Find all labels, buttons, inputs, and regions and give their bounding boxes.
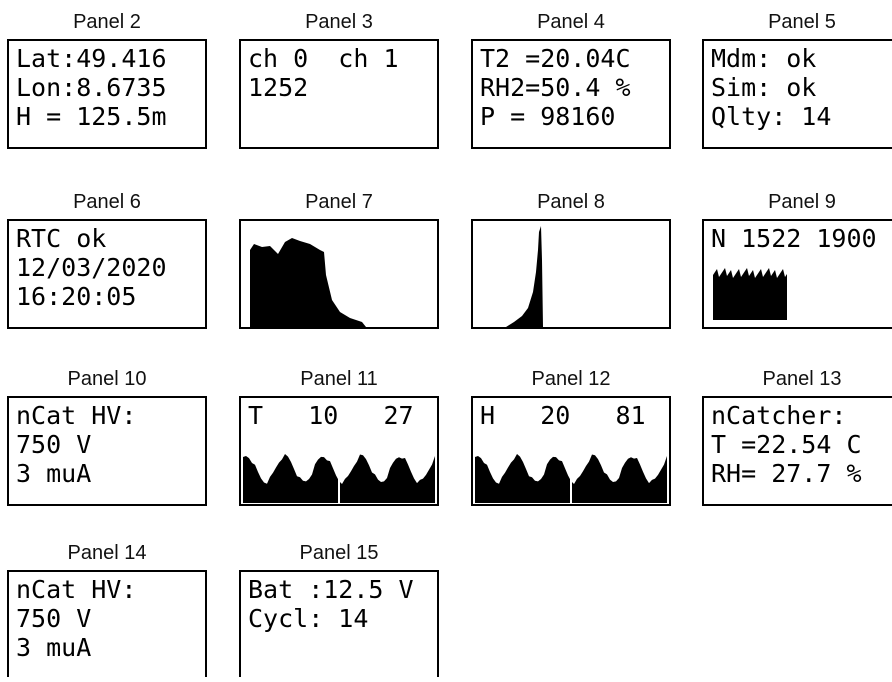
panel-title: Panel 3 xyxy=(305,11,373,33)
panel: Panel 13 nCatcher:T =22.54 CRH= 27.7 % xyxy=(702,368,892,506)
panel-title: Panel 14 xyxy=(68,542,147,564)
lcd-line: nCatcher: xyxy=(711,401,846,430)
lcd-line: nCat HV: xyxy=(16,401,136,430)
panel-title: Panel 10 xyxy=(68,368,147,390)
plot-shape xyxy=(506,226,543,327)
lcd-frame xyxy=(702,396,892,506)
lcd-line: RH2=50.4 % xyxy=(480,73,631,102)
panel: Panel 14 nCat HV:750 V3 muA xyxy=(7,542,207,680)
panel-title: Panel 15 xyxy=(300,542,379,564)
lcd-line: P = 98160 xyxy=(480,102,615,131)
lcd-line: 16:20:05 xyxy=(16,282,136,311)
lcd-line: H 20 81 xyxy=(480,401,646,430)
lcd-line: 1252 xyxy=(248,73,308,102)
lcd-frame xyxy=(471,219,671,329)
lcd-line: Mdm: ok xyxy=(711,44,816,73)
panel-title: Panel 2 xyxy=(73,11,141,33)
lcd-frame xyxy=(7,39,207,149)
lcd-line: Lat:49.416 xyxy=(16,44,167,73)
lcd-line: 750 V xyxy=(16,604,91,633)
lcd-line: RH= 27.7 % xyxy=(711,459,862,488)
lcd-line: N 1522 1900 xyxy=(711,224,877,253)
lcd-frame xyxy=(239,570,439,680)
lcd-frame xyxy=(7,219,207,329)
lcd-line: Bat :12.5 V xyxy=(248,575,414,604)
panel: Panel 11 T 10 27 xyxy=(239,368,439,506)
lcd-line: 12/03/2020 xyxy=(16,253,167,282)
lcd-frame xyxy=(702,219,892,329)
lcd-line: 3 muA xyxy=(16,633,91,662)
lcd-line: nCat HV: xyxy=(16,575,136,604)
panel: Panel 9 N 1522 1900 xyxy=(702,191,892,329)
lcd-frame xyxy=(7,396,207,506)
lcd-line: T2 =20.04C xyxy=(480,44,631,73)
lcd-line: Sim: ok xyxy=(711,73,816,102)
lcd-line: RTC ok xyxy=(16,224,106,253)
panel: Panel 8 xyxy=(471,191,671,329)
lcd-line: H = 125.5m xyxy=(16,102,167,131)
panel: Panel 10 nCat HV:750 V3 muA xyxy=(7,368,207,506)
lcd-line: T 10 27 xyxy=(248,401,414,430)
lcd-line: 3 muA xyxy=(16,459,91,488)
lcd-line: Qlty: 14 xyxy=(711,102,831,131)
lcd-frame xyxy=(702,39,892,149)
panel: Panel 12 H 20 81 xyxy=(471,368,671,506)
panel-title: Panel 9 xyxy=(768,191,836,213)
lcd-line: Cycl: 14 xyxy=(248,604,368,633)
panel-title: Panel 8 xyxy=(537,191,605,213)
lcd-frame xyxy=(471,39,671,149)
lcd-line: Lon:8.6735 xyxy=(16,73,167,102)
panel-title: Panel 13 xyxy=(763,368,842,390)
panel-title: Panel 12 xyxy=(532,368,611,390)
lcd-frame xyxy=(239,39,439,149)
panel-title: Panel 5 xyxy=(768,11,836,33)
plot-shape xyxy=(250,238,366,327)
panel-title: Panel 6 xyxy=(73,191,141,213)
panel-title: Panel 7 xyxy=(305,191,373,213)
plot-shape xyxy=(475,454,667,503)
lcd-line: 750 V xyxy=(16,430,91,459)
plot-shape xyxy=(713,268,787,320)
lcd-line: ch 0 ch 1 xyxy=(248,44,399,73)
panel: Panel 7 xyxy=(239,191,439,329)
plot-shape xyxy=(243,454,435,503)
lcd-line: T =22.54 C xyxy=(711,430,862,459)
panel-title: Panel 4 xyxy=(537,11,605,33)
panel-title: Panel 11 xyxy=(300,368,377,390)
